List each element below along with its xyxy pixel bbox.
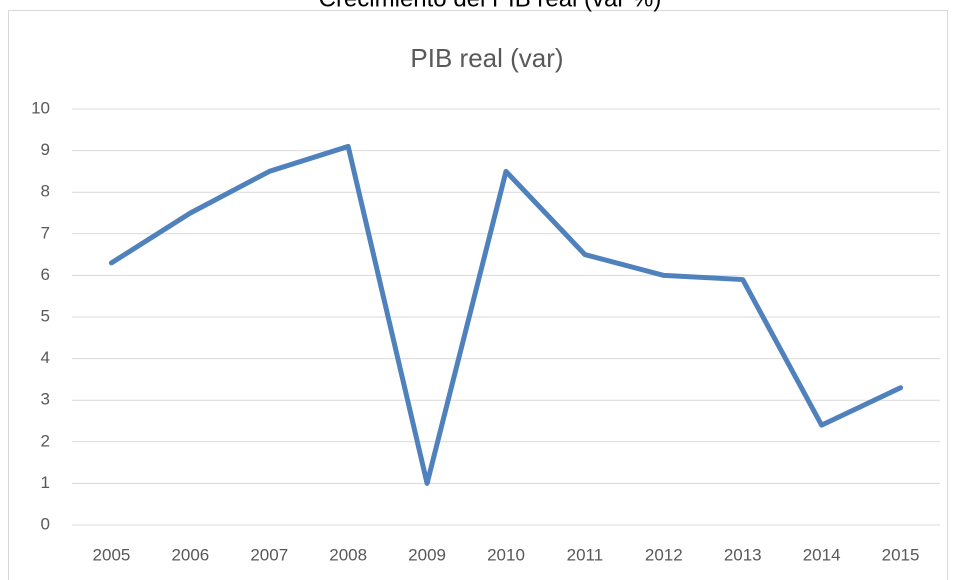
x-tick-label: 2008 xyxy=(329,545,367,564)
y-tick-label: 9 xyxy=(41,140,50,159)
chart-title: PIB real (var) xyxy=(410,43,563,73)
y-tick-label: 1 xyxy=(41,473,50,492)
y-tick-label: 6 xyxy=(41,265,50,284)
page-title: Crecimiento del PIB real (var %) xyxy=(319,0,662,12)
y-tick-label: 5 xyxy=(41,306,50,325)
y-tick-label: 7 xyxy=(41,223,50,242)
chart-border xyxy=(8,10,948,580)
x-tick-label: 2015 xyxy=(882,545,920,564)
data-line xyxy=(108,143,904,486)
y-tick-label: 2 xyxy=(41,431,50,450)
y-tick-label: 4 xyxy=(41,348,50,367)
y-tick-label: 0 xyxy=(41,514,50,533)
x-tick-label: 2012 xyxy=(645,545,683,564)
x-tick-label: 2006 xyxy=(171,545,209,564)
x-tick-label: 2005 xyxy=(93,545,131,564)
x-tick-label: 2011 xyxy=(567,545,604,564)
y-tick-label: 8 xyxy=(41,182,50,201)
x-tick-label: 2007 xyxy=(250,545,288,564)
x-tick-label: 2014 xyxy=(803,545,841,564)
y-tick-label: 3 xyxy=(41,390,50,409)
x-tick-label: 2009 xyxy=(408,545,446,564)
x-tick-label: 2010 xyxy=(487,545,525,564)
y-tick-label: 10 xyxy=(31,98,50,117)
x-tick-label: 2013 xyxy=(724,545,762,564)
